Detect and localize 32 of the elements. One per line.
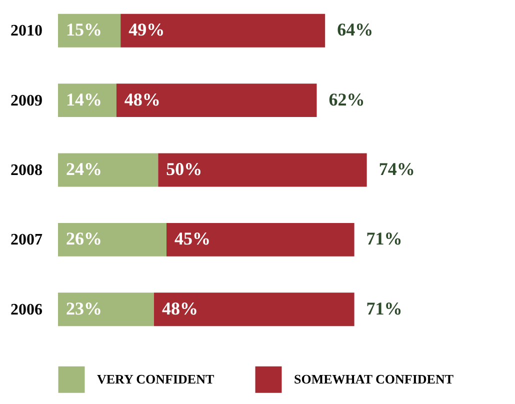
bar <box>58 14 121 48</box>
data-label: 49% <box>128 20 165 40</box>
total-label: 71% <box>366 298 402 318</box>
data-label: 14% <box>66 89 102 110</box>
bar <box>120 14 326 48</box>
data-label: 50% <box>166 159 202 179</box>
y-tick-label: 2007 <box>10 232 42 249</box>
bar <box>166 222 354 256</box>
y-tick-label: 2006 <box>10 301 42 318</box>
bar <box>58 84 116 118</box>
bar <box>154 292 354 326</box>
y-tick-label: 2010 <box>10 22 42 40</box>
data-label: 26% <box>66 228 102 249</box>
total-label: 64% <box>337 20 374 40</box>
data-label: 45% <box>174 228 211 249</box>
data-label: 23% <box>66 298 102 318</box>
y-tick-label: 2009 <box>10 92 42 110</box>
bar <box>58 292 154 326</box>
data-label: 48% <box>162 298 198 318</box>
data-label: 24% <box>66 159 102 179</box>
bar <box>116 84 317 118</box>
data-label: 15% <box>66 20 102 40</box>
legend-label: SOMEWHAT CONFIDENT <box>294 372 454 387</box>
total-label: 62% <box>328 89 365 110</box>
bar <box>58 222 167 256</box>
bar <box>58 153 158 187</box>
y-tick-label: 2008 <box>10 162 42 179</box>
bar <box>158 153 367 187</box>
data-label: 48% <box>124 89 160 110</box>
total-label: 74% <box>378 159 415 179</box>
legend-label: VERY CONFIDENT <box>97 372 214 387</box>
total-label: 71% <box>366 228 402 249</box>
